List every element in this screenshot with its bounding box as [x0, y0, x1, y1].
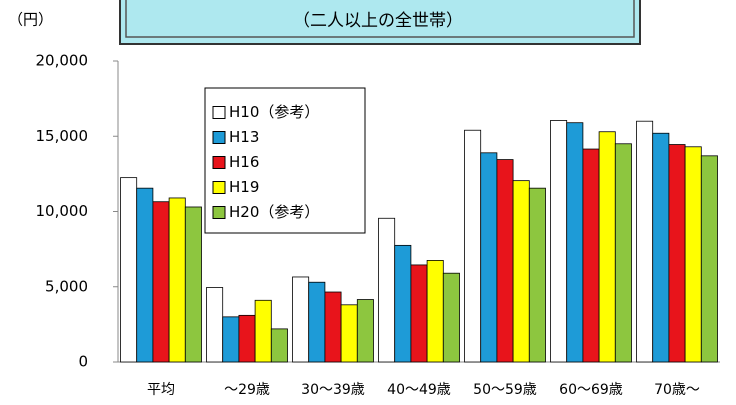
bar [222, 316, 240, 363]
x-tick-label: 30～39歳 [301, 382, 365, 398]
legend-swatch [212, 131, 226, 144]
bar [512, 180, 530, 363]
legend-swatch [212, 206, 226, 219]
bar [464, 129, 482, 363]
bar [152, 201, 170, 363]
legend-swatch [212, 106, 226, 119]
chart-subtitle: （二人以上の全世帯） [293, 11, 463, 31]
bar [598, 131, 616, 363]
bar [340, 304, 358, 363]
bar [442, 272, 460, 363]
legend-label: H10（参考） [229, 103, 319, 121]
bar [614, 143, 632, 363]
legend-label: H20（参考） [229, 203, 319, 221]
bar [120, 177, 138, 363]
x-tick-label: 70歳～ [654, 382, 700, 398]
bar [254, 299, 272, 363]
bar [480, 152, 498, 363]
bar [426, 260, 444, 363]
x-tick-label: 平均 [147, 382, 175, 398]
y-tick-label: 15,000 [36, 127, 89, 145]
bar [394, 244, 412, 363]
title-box-inner [125, 0, 635, 38]
bar [528, 187, 546, 363]
bar [636, 120, 654, 363]
y-axis-label: （円） [8, 11, 53, 29]
y-tick-label: 0 [78, 353, 88, 371]
bar [184, 206, 202, 363]
legend-swatch [212, 156, 226, 169]
bar [684, 146, 702, 363]
bar [668, 144, 686, 363]
legend-swatch [212, 181, 226, 194]
bar [238, 314, 256, 363]
bar [324, 291, 342, 363]
legend-label: H16 [229, 153, 259, 171]
bar [550, 120, 568, 363]
y-tick-label: 20,000 [36, 52, 89, 70]
bar [206, 287, 224, 363]
bar [566, 122, 584, 363]
bar [292, 276, 310, 363]
legend-box [204, 87, 366, 234]
bar [700, 155, 718, 363]
bar [308, 281, 326, 363]
legend-label: H13 [229, 128, 259, 146]
y-tick-label: 10,000 [36, 202, 89, 220]
bar [378, 217, 396, 363]
x-tick-label: 40～49歳 [387, 382, 451, 398]
bar [356, 299, 374, 363]
x-tick-label: ～29歳 [224, 382, 270, 398]
bar [168, 197, 186, 363]
bar [410, 264, 428, 363]
x-tick-label: 60～69歳 [559, 382, 623, 398]
bar [496, 159, 514, 363]
bar [652, 132, 670, 363]
y-tick-label: 5,000 [45, 277, 88, 295]
x-tick-label: 50～59歳 [473, 382, 537, 398]
bar [270, 328, 288, 363]
legend-label: H19 [229, 178, 259, 196]
bar [136, 187, 154, 363]
bar [582, 148, 600, 363]
